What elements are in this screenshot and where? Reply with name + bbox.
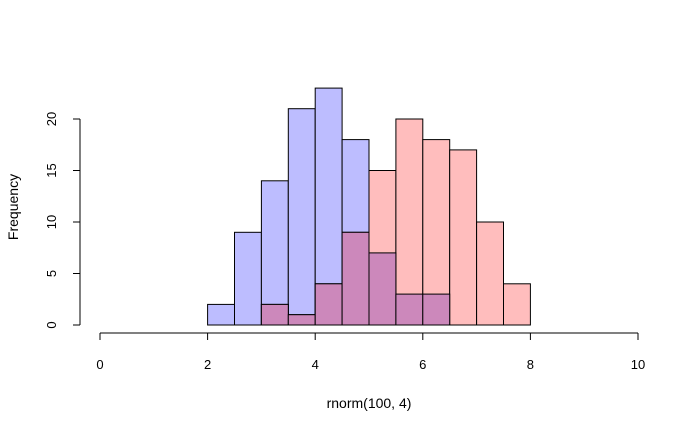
histogram-bar-series-1 [287,108,316,326]
histogram-overlap-bar [422,293,451,326]
x-tick-label: 4 [312,357,319,372]
x-axis-title: rnorm(100, 4) [327,395,412,411]
histogram-bar-series-1 [260,180,289,326]
y-axis: 0 5 10 15 20 [44,112,81,329]
histogram-bars [207,87,531,326]
y-axis-title: Frequency [5,174,21,240]
histogram-overlap-bar [287,314,316,326]
y-tick-label: 0 [44,321,59,328]
x-tick-label: 10 [631,357,645,372]
y-tick-label: 20 [44,112,59,126]
x-tick-label: 8 [527,357,534,372]
histogram-overlap-bar [314,283,343,326]
histogram-bar-series-1 [207,303,236,326]
histogram-overlap-bar [341,231,370,326]
histogram-bar-series-2 [503,283,531,326]
histogram-bar-series-1 [234,231,262,326]
x-axis: 0 2 4 6 8 10 [96,332,645,372]
histogram-overlap-bar [395,293,424,326]
x-tick-label: 6 [419,357,426,372]
histogram-overlap-bar [368,252,397,326]
y-tick-label: 5 [44,270,59,277]
y-tick-label: 15 [44,163,59,177]
histogram-bar-series-2 [449,149,478,326]
x-tick-label: 0 [96,357,103,372]
histogram-overlap-bar [260,303,289,326]
y-tick-label: 10 [44,215,59,229]
histogram-bar-series-2 [476,221,505,326]
x-tick-label: 2 [204,357,211,372]
histogram-bar-series-2 [395,118,424,326]
